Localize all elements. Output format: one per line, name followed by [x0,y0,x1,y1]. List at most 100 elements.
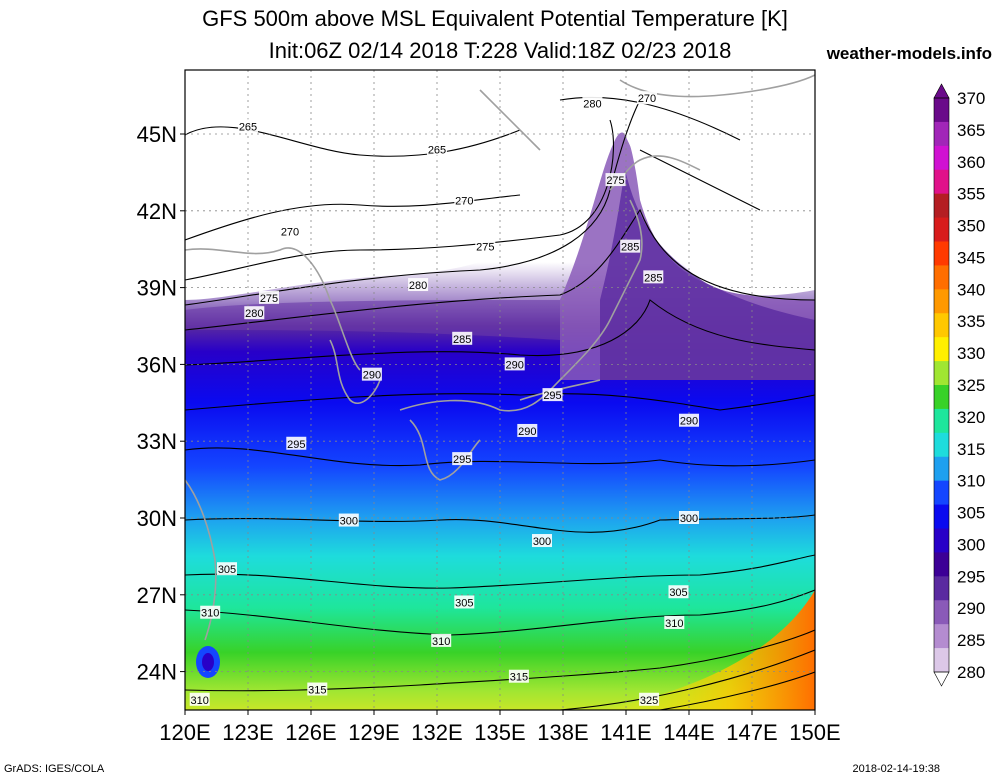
lon-tick-label: 135E [474,720,525,745]
svg-text:300: 300 [533,536,551,548]
svg-text:285: 285 [621,242,639,254]
colorbar-tick-label: 305 [957,504,985,523]
contour-label: 270 [280,224,300,238]
colorbar-tick-label: 285 [957,631,985,650]
lat-tick-label: 42N [137,199,177,224]
contour-label: 300 [532,534,552,548]
colorbar-swatch [934,361,949,386]
lon-tick-label: 120E [159,720,210,745]
svg-text:290: 290 [680,416,698,428]
contour-label: 305 [217,562,237,576]
contour-label: 310 [431,633,452,648]
contour-label: 290 [517,423,538,438]
svg-text:305: 305 [669,587,687,599]
colorbar-swatch [934,528,949,553]
contour-label: 295 [542,388,563,402]
colorbar-swatch [934,289,949,314]
map-title: GFS 500m above MSL Equivalent Potential … [202,6,788,31]
contour-label: 325 [639,692,660,707]
svg-text:290: 290 [518,426,536,438]
contour-label: 280 [582,96,603,110]
contour-label: 275 [475,239,496,254]
contour-label: 265 [238,119,258,133]
svg-text:310: 310 [432,636,450,648]
colorbar-swatch [934,480,949,506]
colorbar-swatch [934,624,949,649]
colorbar-tick-label: 350 [957,217,985,236]
contour-label: 285 [620,239,641,254]
colorbar-max-arrow [933,83,950,99]
contour-label: 295 [452,452,473,466]
contour-label: 280 [408,278,429,292]
lon-tick-label: 132E [411,720,462,745]
contour-label: 290 [504,357,525,371]
lat-tick-label: 24N [137,660,177,685]
lon-tick-label: 126E [285,720,336,745]
svg-text:295: 295 [543,390,561,402]
svg-text:310: 310 [191,695,209,707]
svg-text:285: 285 [644,272,662,284]
colorbar-tick-label: 360 [957,153,985,172]
lat-tick-label: 33N [137,429,177,454]
svg-text:275: 275 [260,293,278,305]
colorbar-swatch [934,337,949,362]
colorbar-tick-label: 330 [957,344,985,363]
contour-label: 295 [286,436,307,451]
colorbar-swatch [934,408,949,434]
colorbar-swatch [934,265,949,290]
colorbar-swatch [934,98,949,123]
svg-text:290: 290 [363,370,381,382]
colorbar-swatch [934,121,949,147]
colorbar-swatch [934,456,949,482]
colorbar-swatch [934,193,949,219]
colorbar-tick-label: 320 [957,408,985,427]
svg-text:270: 270 [455,196,473,208]
colorbar-tick-label: 315 [957,440,985,459]
contour-label: 285 [643,270,664,284]
contour-label: 305 [668,585,689,599]
svg-text:325: 325 [640,695,658,707]
svg-text:310: 310 [665,618,683,630]
contour-labels: 265 265 270 270 275 275 280 280 280 270 275 285 285 2… [189,91,699,707]
contour-label: 310 [189,692,210,707]
lat-tick-label: 45N [137,122,177,147]
svg-text:270: 270 [281,226,299,238]
colorbar-swatch [934,432,949,458]
contour-label: 300 [338,513,359,528]
lon-tick-label: 147E [726,720,777,745]
colorbar-tick-label: 295 [957,567,985,586]
contour-label: 290 [361,367,382,382]
lon-tick-label: 138E [537,720,588,745]
svg-text:300: 300 [680,513,698,525]
colorbar-tick-label: 335 [957,312,985,331]
contour-label: 300 [679,511,699,525]
svg-text:295: 295 [453,454,471,466]
colorbar-tick-label: 325 [957,376,985,395]
colorbar-tick-label: 310 [957,472,985,491]
contour-label: 315 [307,682,328,697]
colorbar-tick-label: 280 [957,663,985,682]
contour-label: 275 [605,173,626,187]
lon-tick-label: 144E [663,720,714,745]
svg-text:300: 300 [340,516,358,528]
svg-text:280: 280 [245,308,263,320]
colorbar-swatch [934,313,949,338]
colorbar-tick-label: 370 [957,89,985,108]
lat-tick-label: 39N [137,276,177,301]
colorbar-tick-label: 355 [957,185,985,204]
contour-label: 310 [200,605,221,620]
svg-text:295: 295 [287,439,305,451]
svg-text:315: 315 [510,672,528,684]
svg-text:285: 285 [453,334,471,346]
contour-label: 305 [454,595,475,609]
contour-label: 275 [259,290,279,305]
lon-tick-label: 150E [789,720,840,745]
site-name: weather-models.info [826,44,992,63]
colorbar-swatch [934,145,949,171]
svg-text:290: 290 [506,359,524,371]
svg-text:305: 305 [455,597,473,609]
svg-text:280: 280 [409,280,427,292]
svg-text:270: 270 [638,93,656,105]
colorbar-swatch [934,169,949,195]
lon-tick-label: 141E [600,720,651,745]
